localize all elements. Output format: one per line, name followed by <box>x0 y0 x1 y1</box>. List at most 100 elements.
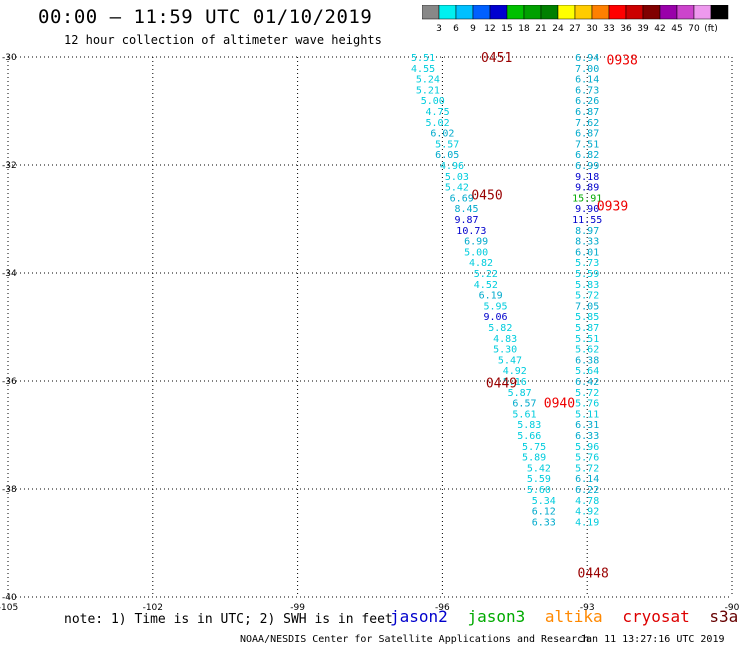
swh-value: 5.82 <box>488 323 512 334</box>
swh-value: 5.76 <box>575 453 599 464</box>
x-tick-label: -102 <box>143 603 163 613</box>
swh-value: 6.99 <box>464 237 488 248</box>
swh-value: 9.06 <box>483 312 507 323</box>
swh-value: 4.19 <box>575 517 599 528</box>
swh-value: 5.83 <box>575 280 599 291</box>
swh-value: 6.19 <box>479 291 503 302</box>
swh-value: 5.59 <box>575 269 599 280</box>
swh-value: 4.96 <box>440 161 464 172</box>
swh-value: 5.34 <box>532 496 556 507</box>
swh-value: 7.00 <box>575 64 599 75</box>
swh-value: 8.33 <box>575 237 599 248</box>
colorbar-label: 9 <box>470 24 476 34</box>
colorbar-label: 27 <box>569 24 580 34</box>
swh-value: 5.85 <box>575 312 599 323</box>
note-text: note: 1) Time is in UTC; 2) SWH is in fe… <box>64 612 393 627</box>
colorbar-label: 36 <box>620 24 632 34</box>
pass-time-label: 0938 <box>607 54 638 69</box>
colorbar: 3 6 9 12 15 18 21 24 27 30 33 36 39 42 45 70 (ft) <box>422 5 729 34</box>
swh-value: 5.72 <box>575 291 599 302</box>
swh-value: 5.57 <box>435 139 459 150</box>
swh-value: 7.62 <box>575 118 599 129</box>
swh-value: 5.02 <box>426 118 450 129</box>
swh-value: 5.83 <box>517 420 541 431</box>
colorbar-label: 70 <box>688 24 700 34</box>
swh-value: 6.42 <box>575 377 599 388</box>
swh-value: 5.51 <box>575 334 599 345</box>
swh-value: 6.82 <box>575 150 599 161</box>
x-tick-label: -105 <box>0 603 18 613</box>
swh-value: 6.73 <box>575 85 599 96</box>
swh-value: 5.30 <box>493 345 517 356</box>
swh-value: 5.22 <box>474 269 498 280</box>
colorbar-label: 45 <box>671 24 682 34</box>
swh-value: 5.24 <box>416 75 440 86</box>
colorbar-label: 18 <box>518 24 530 34</box>
swh-value: 5.72 <box>575 463 599 474</box>
footer-timestamp: Jan 11 13:27:16 UTC 2019 <box>580 634 725 645</box>
legend-s3a: s3a <box>709 607 739 626</box>
swh-value: 6.31 <box>575 420 599 431</box>
x-tick-label: -93 <box>580 603 595 613</box>
chart-subtitle: 12 hour collection of altimeter wave hei… <box>64 33 382 47</box>
x-tick-label: -90 <box>725 603 740 613</box>
swh-value: 6.99 <box>575 161 599 172</box>
swh-value: 5.00 <box>421 96 445 107</box>
swh-value: 5.60 <box>527 485 551 496</box>
swh-value: 5.73 <box>575 258 599 269</box>
swh-value: 5.66 <box>517 431 541 442</box>
colorbar-label: 30 <box>586 24 598 34</box>
y-tick-label: -40 <box>2 593 17 603</box>
swh-value: 6.87 <box>575 129 599 140</box>
swh-value: 6.38 <box>575 355 599 366</box>
swh-value: 5.16 <box>503 377 527 388</box>
y-tick-label: -36 <box>2 377 17 387</box>
swh-value: 5.03 <box>445 172 469 183</box>
swh-value: 7.51 <box>575 139 599 150</box>
y-tick-label: -34 <box>2 269 17 279</box>
swh-value: 5.51 <box>411 53 435 64</box>
swh-value: 5.11 <box>575 409 599 420</box>
pass-time-label: 0448 <box>578 567 609 582</box>
swh-value: 5.21 <box>416 85 440 96</box>
swh-value: 4.55 <box>411 64 435 75</box>
swh-value: 8.45 <box>454 204 478 215</box>
swh-value: 5.42 <box>527 463 551 474</box>
swh-value: 6.94 <box>575 53 599 64</box>
swh-value: 15.91 <box>572 193 602 204</box>
swh-value: 5.00 <box>464 247 488 258</box>
swh-value: 5.75 <box>522 442 546 453</box>
swh-value: 5.89 <box>522 453 546 464</box>
swh-value: 9.90 <box>575 204 599 215</box>
swh-value: 5.76 <box>575 399 599 410</box>
swh-value: 5.87 <box>575 323 599 334</box>
pass-time-label: 0939 <box>597 200 628 215</box>
swh-value: 6.87 <box>575 107 599 118</box>
swh-value: 9.89 <box>575 183 599 194</box>
colorbar-label: 12 <box>484 24 495 34</box>
swh-value: 6.14 <box>575 474 599 485</box>
swh-value: 7.05 <box>575 301 599 312</box>
y-tick-label: -32 <box>2 161 17 171</box>
colorbar-label: (ft) <box>704 24 718 34</box>
swh-value: 10.73 <box>456 226 486 237</box>
swh-value: 5.72 <box>575 388 599 399</box>
swh-value: 6.33 <box>575 431 599 442</box>
swh-value: 5.61 <box>512 409 536 420</box>
y-tick-label: -30 <box>2 53 17 63</box>
colorbar-label: 3 <box>436 24 442 34</box>
legend-altika: altika <box>544 607 603 626</box>
swh-value: 4.92 <box>575 507 599 518</box>
pass-time-label: 0450 <box>471 189 502 204</box>
swh-value: 6.26 <box>575 96 599 107</box>
x-tick-label: -99 <box>290 603 305 613</box>
swh-value: 4.78 <box>575 496 599 507</box>
swh-value: 6.12 <box>532 507 556 518</box>
swh-value: 4.82 <box>469 258 493 269</box>
swh-value: 5.96 <box>575 442 599 453</box>
swh-value: 6.22 <box>575 485 599 496</box>
swh-value: 6.01 <box>575 247 599 258</box>
colorbar-label: 42 <box>654 24 665 34</box>
swh-value: 4.75 <box>426 107 450 118</box>
